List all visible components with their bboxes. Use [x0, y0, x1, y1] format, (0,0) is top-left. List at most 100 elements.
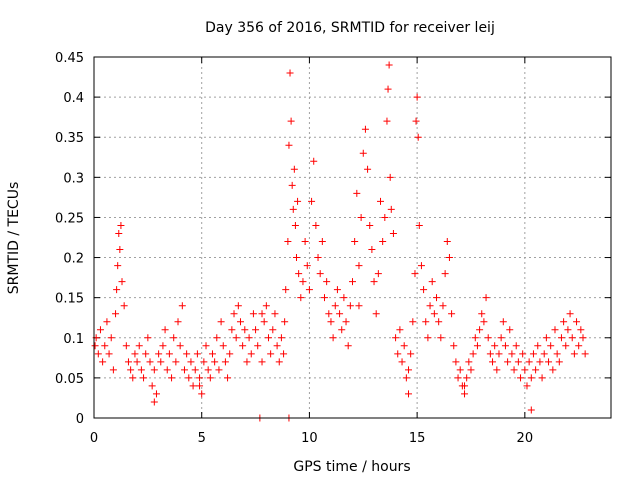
- data-point: [433, 294, 441, 302]
- data-point: [383, 117, 391, 125]
- data-point: [172, 358, 180, 366]
- x-tick-label: 20: [517, 431, 534, 446]
- data-point: [555, 358, 563, 366]
- data-point: [327, 318, 335, 326]
- data-point: [336, 310, 344, 318]
- data-point: [116, 246, 124, 254]
- data-point: [187, 358, 195, 366]
- data-point: [241, 326, 249, 334]
- data-point: [200, 358, 208, 366]
- data-point: [355, 262, 363, 270]
- data-point: [523, 382, 531, 390]
- data-point: [284, 238, 292, 246]
- data-point: [232, 334, 240, 342]
- data-point: [529, 350, 537, 358]
- data-point: [484, 334, 492, 342]
- data-point: [120, 302, 128, 310]
- data-point: [115, 229, 123, 237]
- data-point: [409, 318, 417, 326]
- data-point: [527, 406, 535, 414]
- data-point: [557, 334, 565, 342]
- data-point: [249, 310, 257, 318]
- data-point: [320, 294, 328, 302]
- y-tick-label: 0.45: [55, 51, 84, 66]
- y-tick-label: 0.35: [55, 131, 84, 146]
- data-point: [96, 326, 104, 334]
- data-point: [204, 366, 212, 374]
- data-point: [211, 358, 219, 366]
- data-point: [508, 350, 516, 358]
- data-point: [161, 326, 169, 334]
- data-point: [430, 310, 438, 318]
- data-point: [170, 334, 178, 342]
- data-point: [113, 286, 121, 294]
- data-point: [340, 294, 348, 302]
- data-point: [573, 318, 581, 326]
- data-point: [493, 366, 501, 374]
- data-point: [178, 302, 186, 310]
- y-axis-label: SRMTID / TECUs: [6, 182, 22, 295]
- data-point: [101, 342, 109, 350]
- data-point: [414, 133, 422, 141]
- data-point: [368, 246, 376, 254]
- data-point: [103, 318, 111, 326]
- data-point: [387, 205, 395, 213]
- data-point: [581, 350, 589, 358]
- data-point: [252, 326, 260, 334]
- data-point: [413, 93, 421, 101]
- chart-title: Day 356 of 2016, SRMTID for receiver lei…: [205, 20, 495, 36]
- data-point: [405, 366, 413, 374]
- data-point: [443, 238, 451, 246]
- data-point: [226, 350, 234, 358]
- data-point: [381, 213, 389, 221]
- x-axis-label: GPS time / hours: [293, 459, 410, 475]
- data-point: [351, 238, 359, 246]
- data-point: [323, 278, 331, 286]
- data-point: [185, 374, 193, 382]
- data-point: [452, 358, 460, 366]
- data-point: [294, 197, 302, 205]
- data-point: [386, 173, 394, 181]
- data-point: [236, 318, 244, 326]
- data-point: [439, 302, 447, 310]
- data-point: [491, 342, 499, 350]
- data-point: [467, 366, 475, 374]
- data-point: [385, 61, 393, 69]
- data-point: [527, 374, 535, 382]
- data-point: [402, 374, 410, 382]
- data-point: [389, 229, 397, 237]
- data-point: [532, 366, 540, 374]
- data-point: [267, 350, 275, 358]
- data-point: [297, 294, 305, 302]
- y-tick-label: 0.2: [63, 252, 84, 267]
- data-point: [312, 221, 320, 229]
- data-point: [545, 358, 553, 366]
- data-point: [411, 270, 419, 278]
- data-point: [377, 197, 385, 205]
- data-point: [247, 350, 255, 358]
- data-point: [566, 310, 574, 318]
- data-point: [482, 294, 490, 302]
- data-point: [295, 270, 303, 278]
- data-point: [316, 270, 324, 278]
- data-point: [426, 302, 434, 310]
- data-point: [221, 358, 229, 366]
- data-point: [245, 334, 253, 342]
- data-point: [135, 342, 143, 350]
- data-point: [372, 310, 380, 318]
- data-point: [287, 117, 295, 125]
- data-point: [499, 318, 507, 326]
- data-point: [262, 302, 270, 310]
- data-point: [174, 318, 182, 326]
- data-point: [148, 382, 156, 390]
- data-point: [370, 278, 378, 286]
- data-point: [142, 350, 150, 358]
- data-point: [333, 286, 341, 294]
- x-axis-ticks: 0 5 10 15 20: [90, 57, 533, 446]
- data-point: [435, 318, 443, 326]
- data-point: [469, 350, 477, 358]
- data-point: [124, 358, 132, 366]
- data-point: [183, 350, 191, 358]
- data-point: [575, 342, 583, 350]
- data-point: [456, 366, 464, 374]
